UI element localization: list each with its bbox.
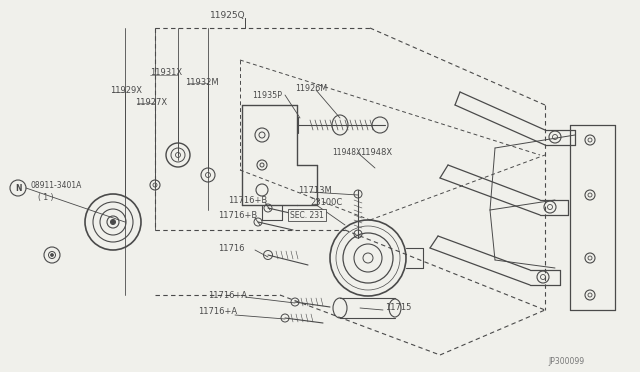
Text: 11932M: 11932M [185,77,219,87]
Text: 11948X: 11948X [332,148,361,157]
Text: 11715: 11715 [385,304,412,312]
Circle shape [51,253,54,257]
Text: 11716+A: 11716+A [198,308,237,317]
Text: 08911-3401A: 08911-3401A [30,180,81,189]
Text: 11948X: 11948X [360,148,392,157]
Text: 11929X: 11929X [110,86,142,94]
Text: 11716+A: 11716+A [208,291,247,299]
Text: 11716+B: 11716+B [228,196,268,205]
Text: 11713M: 11713M [298,186,332,195]
Text: SEC. 231: SEC. 231 [290,211,324,219]
Text: 11925Q: 11925Q [210,10,246,19]
Text: N: N [15,183,21,192]
Text: 11935P: 11935P [252,90,282,99]
Circle shape [111,219,115,224]
Text: JP300099: JP300099 [548,357,584,366]
Text: 11716: 11716 [218,244,244,253]
Text: 11716+B: 11716+B [218,211,257,219]
Text: 23100C: 23100C [310,198,342,206]
Text: 11931X: 11931X [150,67,182,77]
Text: 11926M: 11926M [295,83,327,93]
Text: ( 1 ): ( 1 ) [38,192,54,202]
Text: 11927X: 11927X [135,97,167,106]
